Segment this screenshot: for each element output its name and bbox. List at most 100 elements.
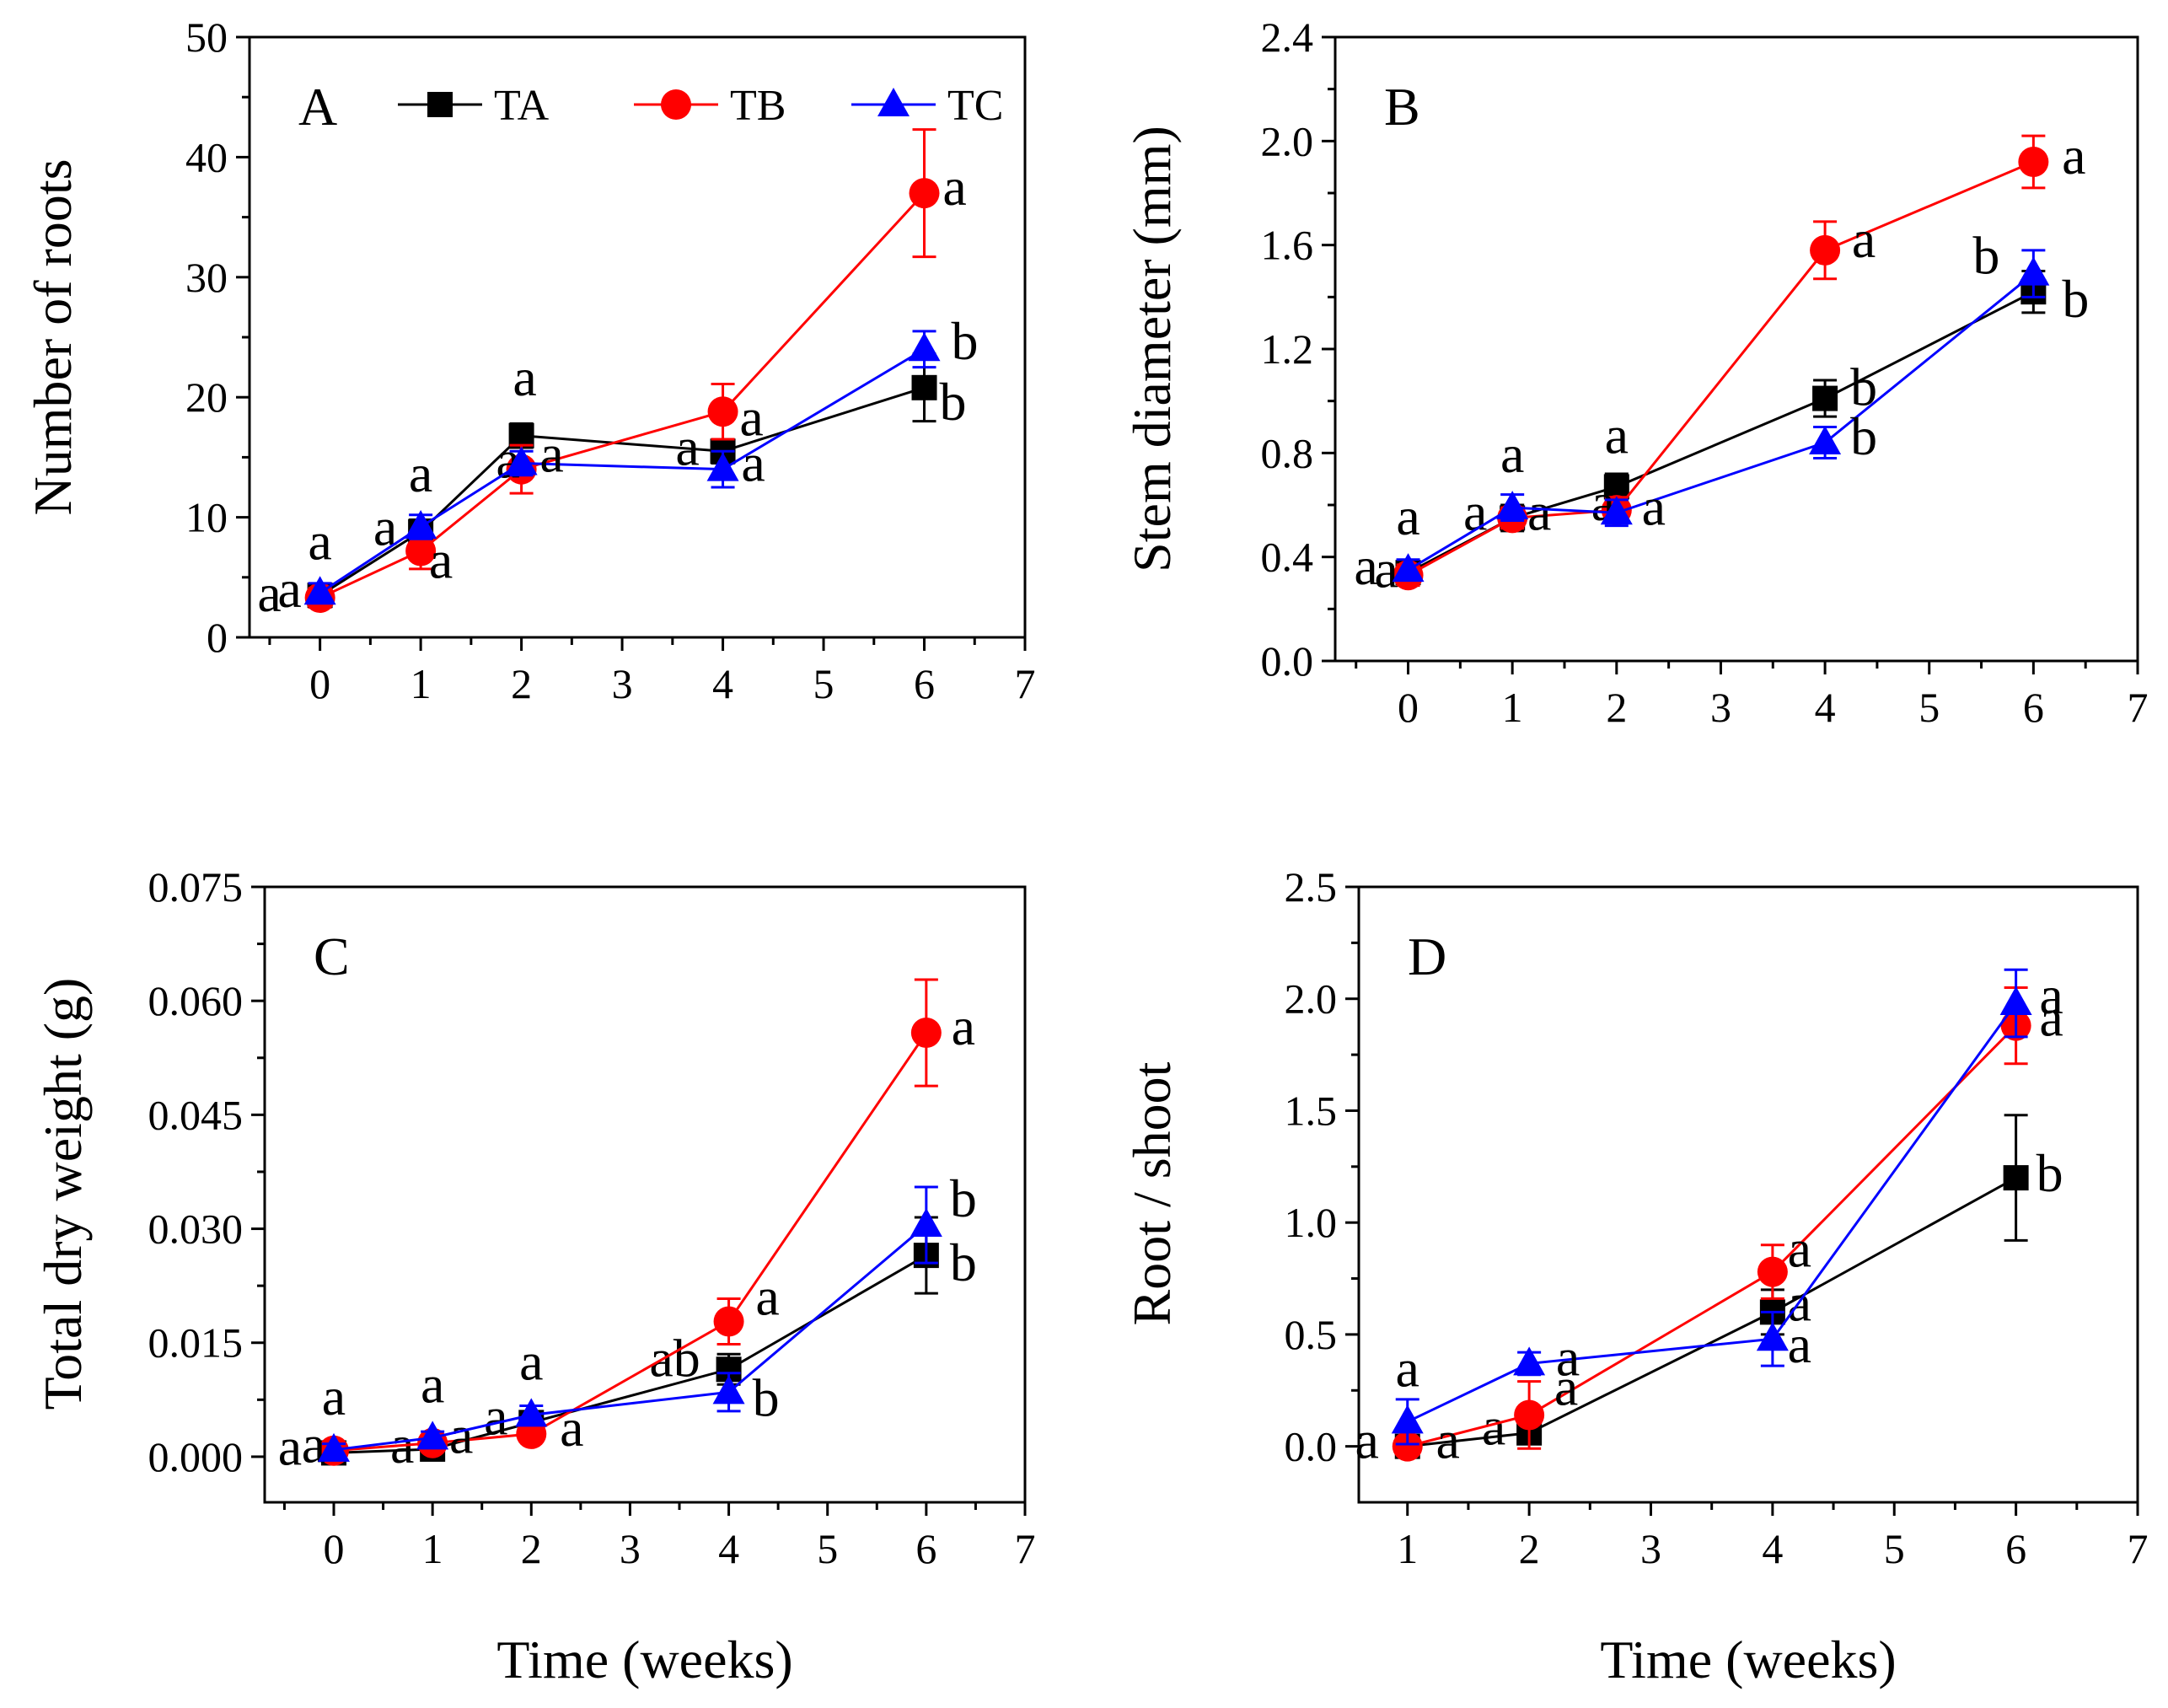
x-axis-title: Time (weeks) — [496, 1630, 792, 1689]
y-tick-label: 2.0 — [1261, 117, 1314, 164]
data-point — [405, 509, 437, 539]
panel-d: 1 2 3 4 5 6 7 0.0 0.5 1.0 1.5 2.0 2.5 Root / shoot Tim… — [1122, 863, 2149, 1689]
significance-letter: a — [409, 443, 432, 503]
y-tick-label: 0.000 — [148, 1433, 244, 1480]
x-tick-label: 1 — [411, 660, 432, 707]
y-axis-title: Stem diameter (mm) — [1122, 126, 1182, 572]
legend-entry-ta: TA — [398, 82, 550, 130]
x-axis-title: Time (weeks) — [1600, 1630, 1896, 1689]
series-tc: aa a ab — [303, 311, 979, 605]
y-tick-label: 1.0 — [1285, 1199, 1338, 1246]
plot-frame — [1334, 35, 2139, 663]
significance-letter: b — [2062, 269, 2089, 329]
data-point — [908, 332, 941, 362]
panel-label: A — [298, 77, 337, 137]
x-tick-label: 2 — [511, 660, 532, 707]
y-tick-label: 0.060 — [148, 977, 244, 1024]
y-axis-title: Total dry weight (g) — [33, 978, 93, 1410]
panel-label: C — [314, 927, 350, 986]
significance-letter: a — [2062, 126, 2085, 185]
significance-letter: a — [675, 416, 699, 476]
y-tick-label: 0.045 — [148, 1091, 244, 1138]
data-point — [1757, 1256, 1788, 1287]
y-tick-label: 0.0 — [1285, 1423, 1338, 1470]
x-tick-label: 1 — [1502, 684, 1523, 731]
x-tick-label: 5 — [817, 1525, 838, 1572]
y-tick-label: 20 — [185, 373, 228, 421]
x-tick-label: 5 — [1884, 1525, 1905, 1572]
significance-letter: a — [1642, 476, 1666, 536]
significance-letter: ab — [649, 1328, 700, 1388]
data-point — [1513, 1346, 1546, 1376]
y-tick-label: 10 — [185, 494, 228, 541]
y-tick-label: 2.4 — [1261, 13, 1314, 61]
significance-letter: a — [942, 157, 966, 217]
y-tick-label: 1.5 — [1285, 1087, 1338, 1134]
significance-letter: a — [1396, 1338, 1419, 1398]
significance-letter: b — [950, 1233, 977, 1292]
plot-frame — [1357, 885, 2139, 1504]
data-point — [515, 1398, 548, 1427]
significance-letter: a — [278, 1416, 302, 1476]
x-tick-label: 6 — [2005, 1525, 2026, 1572]
y-tick-label: 50 — [185, 13, 228, 61]
significance-letter: a — [1374, 539, 1398, 599]
significance-letter: a — [373, 497, 397, 557]
x-tick-label: 3 — [1640, 1525, 1661, 1572]
y-tick-label: 30 — [185, 254, 228, 301]
significance-letter: a — [741, 433, 765, 493]
legend: TA TB TC — [398, 82, 1003, 130]
panel-label: D — [1408, 927, 1446, 986]
y-tick-label: 0.015 — [148, 1319, 244, 1367]
significance-letter: b — [1850, 406, 1877, 466]
significance-letter: a — [302, 1415, 325, 1474]
y-tick-label: 40 — [185, 133, 228, 180]
significance-letter: a — [755, 1267, 779, 1327]
x-tick-label: 1 — [422, 1525, 443, 1572]
y-tick-label: 0.0 — [1261, 637, 1314, 685]
significance-letter: a — [1527, 481, 1551, 541]
x-tick-label: 7 — [1015, 1525, 1036, 1572]
significance-letter: a — [2039, 965, 2063, 1025]
significance-letter: a — [952, 996, 975, 1056]
plot-frame — [263, 885, 1027, 1504]
x-tick-label: 2 — [1606, 684, 1627, 731]
significance-letter: a — [421, 1354, 444, 1414]
significance-letter: a — [1500, 424, 1524, 484]
legend-marker — [877, 88, 910, 116]
x-tick-label: 6 — [914, 660, 935, 707]
y-tick-label: 2.0 — [1285, 975, 1338, 1023]
data-point — [416, 1421, 449, 1450]
y-axis-title: Number of roots — [23, 158, 83, 515]
x-tick-label: 2 — [521, 1525, 542, 1572]
x-tick-label: 2 — [1519, 1525, 1540, 1572]
significance-letter: a — [429, 529, 453, 589]
x-tick-label: 7 — [1015, 660, 1036, 707]
x-tick-label: 3 — [620, 1525, 641, 1572]
significance-letter: a — [1436, 1410, 1460, 1470]
significance-letter: a — [2039, 988, 2063, 1048]
significance-letter: a — [277, 559, 301, 619]
significance-letter: a — [1355, 1410, 1379, 1470]
x-tick-label: 5 — [813, 660, 834, 707]
x-tick-label: 4 — [1762, 1525, 1783, 1572]
x-tick-label: 3 — [612, 660, 633, 707]
x-tick-label: 6 — [915, 1525, 936, 1572]
data-point — [910, 1018, 942, 1049]
significance-letter: a — [512, 347, 536, 407]
y-tick-label: 0.4 — [1261, 534, 1314, 581]
legend-label: TA — [494, 82, 550, 130]
data-point — [706, 452, 739, 481]
data-point — [2017, 256, 2050, 286]
data-point — [1496, 491, 1529, 520]
y-tick-label: 1.2 — [1261, 325, 1314, 373]
data-point — [1812, 385, 1838, 411]
series-tc: a a aa — [1391, 965, 2063, 1446]
significance-letter: a — [1396, 486, 1419, 546]
series-line — [1407, 1176, 2017, 1448]
y-axis-title: Root / shoot — [1122, 1061, 1182, 1325]
